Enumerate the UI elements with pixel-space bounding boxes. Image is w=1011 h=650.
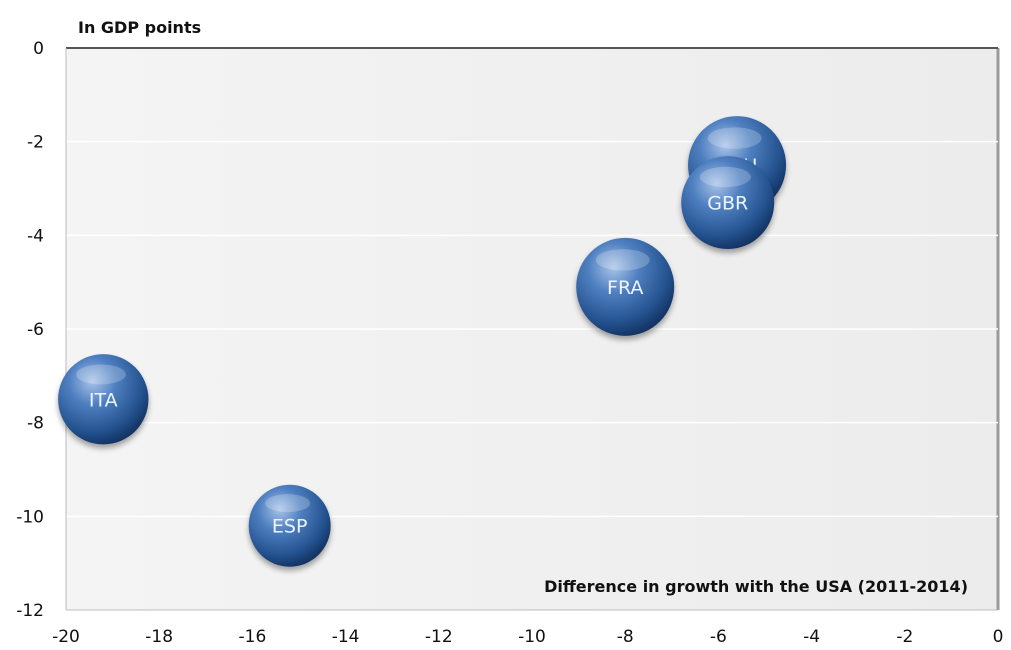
bubble-fra: FRA	[576, 237, 675, 336]
bubble-ita: ITA	[58, 354, 149, 445]
x-tick-label: 0	[993, 627, 1004, 646]
bubble-marker	[58, 354, 149, 445]
y-tick-label: -6	[27, 320, 44, 340]
bubble-label: FRA	[607, 277, 643, 299]
bubble-marker	[248, 484, 331, 567]
x-tick-label: -2	[896, 627, 913, 646]
y-tick-label: -10	[16, 507, 44, 527]
gridlines	[66, 140, 998, 518]
x-tick-label: -10	[518, 627, 546, 646]
x-tick-label: -12	[425, 627, 453, 646]
bubble-esp: ESP	[248, 484, 331, 567]
x-tick-label: -20	[52, 627, 80, 646]
y-tick-label: -2	[27, 133, 44, 153]
bubble-marker	[681, 156, 775, 250]
x-tick-label: -18	[145, 627, 173, 646]
x-tick-label: -4	[803, 627, 820, 646]
y-tick-label: -4	[27, 226, 44, 246]
bubble-label: ESP	[272, 516, 308, 538]
bubble-marker	[576, 237, 675, 336]
x-tick-label: -8	[617, 627, 634, 646]
x-tick-label: -6	[710, 627, 727, 646]
bubble-label: GBR	[707, 193, 748, 215]
y-tick-label: -12	[16, 601, 44, 621]
bubble-highlight	[76, 364, 126, 385]
bubble-highlight	[595, 249, 650, 271]
x-tick-label: -16	[239, 627, 267, 646]
x-tick-label: -14	[332, 627, 360, 646]
axes: 0-2-4-6-8-10-12-20 -18 -16 -14 -12 -10 -8 -6 -4-…	[16, 39, 1004, 647]
y-tick-label: 0	[33, 39, 44, 59]
bubble-label: ITA	[89, 389, 118, 411]
y-tick-label: -8	[27, 414, 44, 434]
bubble-highlight	[707, 127, 762, 149]
bubble-highlight	[265, 494, 311, 513]
bubble-gbr: GBR	[681, 156, 775, 250]
y-axis-title: In GDP points	[78, 18, 201, 37]
bubble-highlight	[699, 166, 751, 188]
data-points: DEUGBRFRAITAESP	[58, 116, 787, 567]
x-axis-title: Difference in growth with the USA (2011-…	[544, 577, 968, 596]
